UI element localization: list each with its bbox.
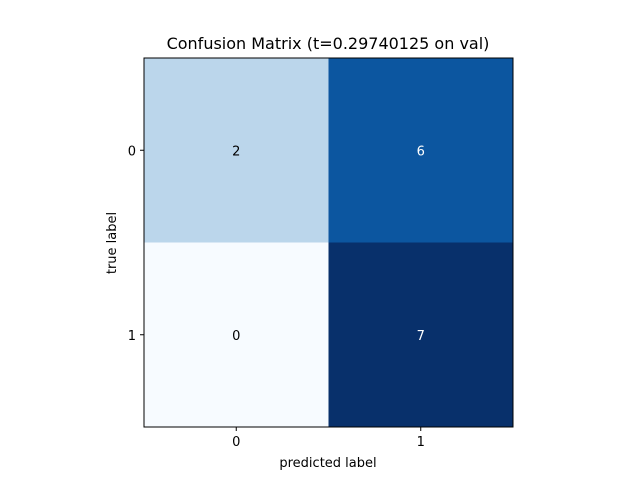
plot-frame xyxy=(143,57,514,428)
y-tick-label-1: 1 xyxy=(128,329,136,344)
cells-layer xyxy=(144,58,513,427)
chart-title: Confusion Matrix (t=0.29740125 on val) xyxy=(167,34,490,53)
matrix-cell-1-1 xyxy=(328,242,513,427)
x-tick-label-0: 0 xyxy=(232,435,240,450)
x-axis-label: predicted label xyxy=(279,456,376,471)
cell-labels-layer: 2 6 0 7 xyxy=(232,144,425,344)
matrix-cell-0-1 xyxy=(328,58,513,243)
ticks-layer: 0 1 0 1 xyxy=(128,144,425,450)
cell-value-label-0-1: 6 xyxy=(417,144,425,159)
cell-value-label-1-1: 7 xyxy=(417,329,425,344)
cell-value-label-0-0: 2 xyxy=(232,144,240,159)
cell-value-label-1-0: 0 xyxy=(232,329,240,344)
matrix-cell-0-0 xyxy=(144,58,329,243)
y-tick-label-0: 0 xyxy=(128,144,136,159)
x-tick-label-1: 1 xyxy=(417,435,425,450)
y-axis-label: true label xyxy=(105,212,120,274)
matrix-cell-1-0 xyxy=(144,242,329,427)
